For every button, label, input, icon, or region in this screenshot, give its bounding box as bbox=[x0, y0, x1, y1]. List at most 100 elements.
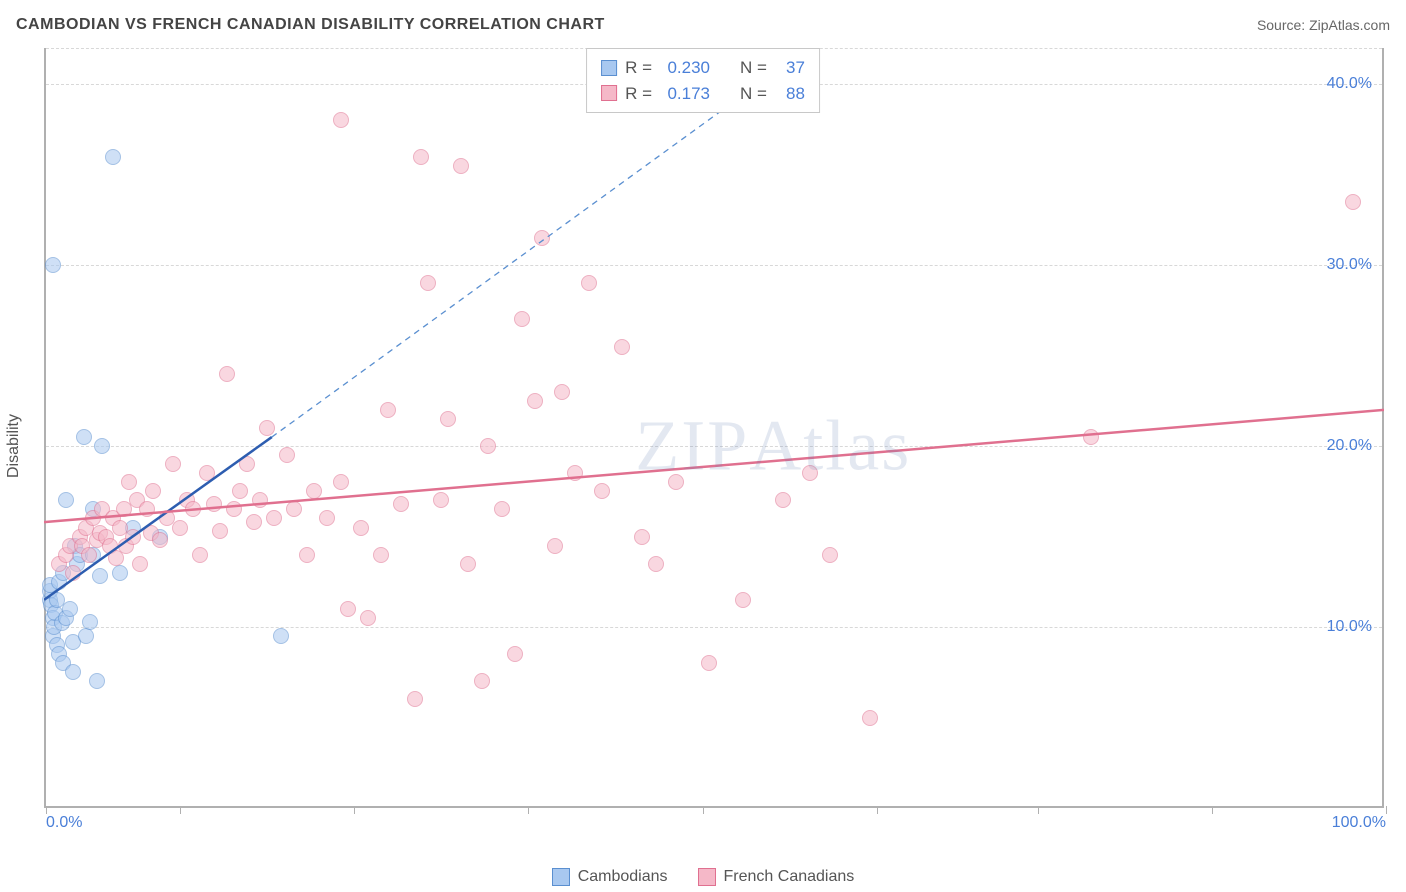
scatter-point bbox=[494, 501, 510, 517]
scatter-point bbox=[333, 474, 349, 490]
scatter-point bbox=[172, 520, 188, 536]
stats-swatch bbox=[601, 85, 617, 101]
scatter-point bbox=[273, 628, 289, 644]
x-tick bbox=[877, 806, 878, 814]
legend-swatch bbox=[552, 868, 570, 886]
y-tick-label: 30.0% bbox=[1327, 256, 1372, 274]
scatter-point bbox=[199, 465, 215, 481]
scatter-point bbox=[139, 501, 155, 517]
scatter-point bbox=[440, 411, 456, 427]
scatter-point bbox=[192, 547, 208, 563]
y-tick-label: 10.0% bbox=[1327, 618, 1372, 636]
scatter-point bbox=[407, 691, 423, 707]
legend-swatch bbox=[698, 868, 716, 886]
scatter-point bbox=[775, 492, 791, 508]
scatter-point bbox=[648, 556, 664, 572]
scatter-point bbox=[108, 550, 124, 566]
x-tick bbox=[354, 806, 355, 814]
scatter-point bbox=[132, 556, 148, 572]
legend-item: French Canadians bbox=[698, 868, 855, 886]
scatter-point bbox=[319, 510, 335, 526]
scatter-point bbox=[353, 520, 369, 536]
scatter-point bbox=[266, 510, 282, 526]
scatter-point bbox=[105, 149, 121, 165]
scatter-point bbox=[92, 568, 108, 584]
scatter-point bbox=[165, 456, 181, 472]
x-tick bbox=[528, 806, 529, 814]
x-tick bbox=[1386, 806, 1387, 814]
scatter-point bbox=[413, 149, 429, 165]
stats-r-value: 0.230 bbox=[660, 55, 710, 81]
stats-r-value: 0.173 bbox=[660, 81, 710, 107]
x-tick-label: 100.0% bbox=[1332, 814, 1386, 832]
scatter-point bbox=[547, 538, 563, 554]
x-tick bbox=[46, 806, 47, 814]
x-tick bbox=[180, 806, 181, 814]
scatter-point bbox=[433, 492, 449, 508]
scatter-point bbox=[259, 420, 275, 436]
scatter-point bbox=[306, 483, 322, 499]
scatter-point bbox=[668, 474, 684, 490]
scatter-point bbox=[82, 614, 98, 630]
x-tick bbox=[1212, 806, 1213, 814]
scatter-point bbox=[78, 628, 94, 644]
scatter-point bbox=[614, 339, 630, 355]
stats-row: R = 0.230 N = 37 bbox=[601, 55, 805, 81]
scatter-point bbox=[534, 230, 550, 246]
scatter-point bbox=[567, 465, 583, 481]
stats-n-value: 88 bbox=[775, 81, 805, 107]
scatter-point bbox=[239, 456, 255, 472]
scatter-point bbox=[121, 474, 137, 490]
scatter-point bbox=[94, 438, 110, 454]
scatter-point bbox=[252, 492, 268, 508]
scatter-point bbox=[802, 465, 818, 481]
scatter-point bbox=[460, 556, 476, 572]
scatter-point bbox=[112, 565, 128, 581]
scatter-point bbox=[232, 483, 248, 499]
scatter-point bbox=[152, 532, 168, 548]
stats-r-label: R = bbox=[625, 81, 652, 107]
stats-r-label: R = bbox=[625, 55, 652, 81]
scatter-point bbox=[340, 601, 356, 617]
scatter-point bbox=[76, 429, 92, 445]
y-tick-label: 20.0% bbox=[1327, 437, 1372, 455]
scatter-point bbox=[453, 158, 469, 174]
scatter-point bbox=[581, 275, 597, 291]
scatter-point bbox=[333, 112, 349, 128]
scatter-point bbox=[65, 664, 81, 680]
scatter-point bbox=[594, 483, 610, 499]
scatter-point bbox=[286, 501, 302, 517]
scatter-point bbox=[145, 483, 161, 499]
scatter-point bbox=[81, 547, 97, 563]
gridline bbox=[46, 627, 1382, 628]
legend-item: Cambodians bbox=[552, 868, 668, 886]
scatter-point bbox=[58, 492, 74, 508]
scatter-point bbox=[393, 496, 409, 512]
scatter-point bbox=[701, 655, 717, 671]
stats-n-label: N = bbox=[740, 55, 767, 81]
y-tick-label: 40.0% bbox=[1327, 75, 1372, 93]
scatter-point bbox=[62, 601, 78, 617]
scatter-point bbox=[226, 501, 242, 517]
stats-row: R = 0.173 N = 88 bbox=[601, 81, 805, 107]
scatter-point bbox=[360, 610, 376, 626]
scatter-point bbox=[420, 275, 436, 291]
scatter-point bbox=[554, 384, 570, 400]
scatter-point bbox=[862, 710, 878, 726]
scatter-point bbox=[125, 529, 141, 545]
legend-label: Cambodians bbox=[578, 868, 668, 885]
scatter-point bbox=[380, 402, 396, 418]
stats-n-value: 37 bbox=[775, 55, 805, 81]
gridline bbox=[46, 265, 1382, 266]
scatter-point bbox=[527, 393, 543, 409]
scatter-point bbox=[373, 547, 389, 563]
chart-title: CAMBODIAN VS FRENCH CANADIAN DISABILITY … bbox=[16, 16, 605, 34]
scatter-point bbox=[45, 257, 61, 273]
series-legend: Cambodians French Canadians bbox=[0, 868, 1406, 886]
gridline bbox=[46, 446, 1382, 447]
scatter-point bbox=[822, 547, 838, 563]
scatter-point bbox=[299, 547, 315, 563]
x-tick bbox=[1038, 806, 1039, 814]
stats-n-label: N = bbox=[740, 81, 767, 107]
chart-header: CAMBODIAN VS FRENCH CANADIAN DISABILITY … bbox=[16, 10, 1390, 40]
